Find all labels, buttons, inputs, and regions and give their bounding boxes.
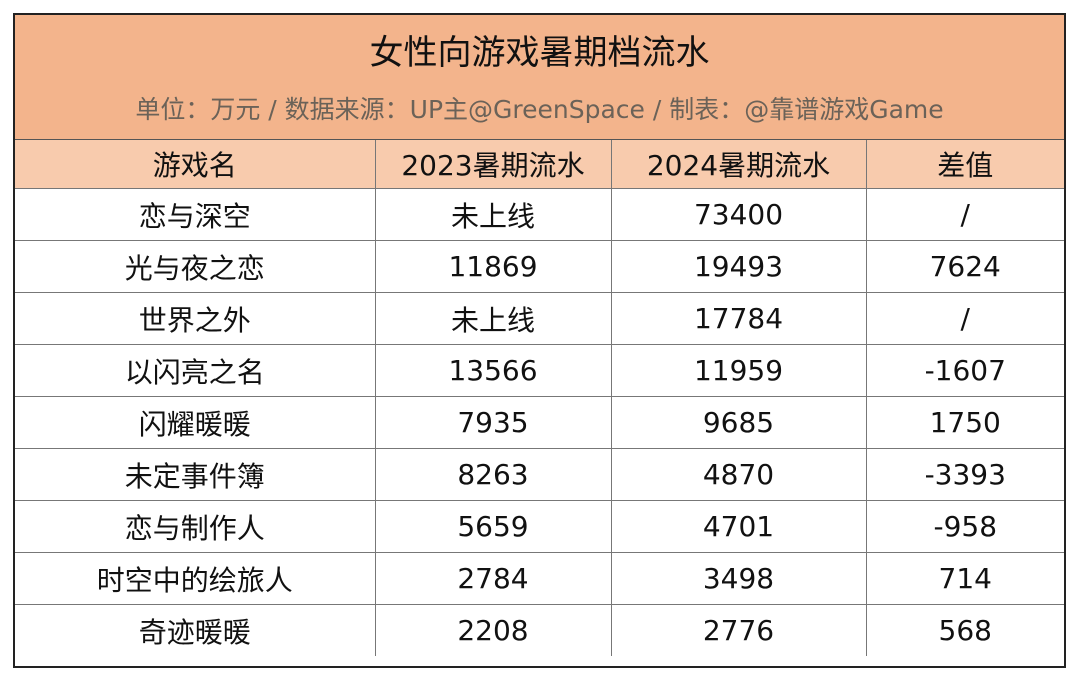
table-row: 光与夜之恋 11869 19493 7624 [15,240,1064,293]
cell-game-name: 以闪亮之名 [15,344,376,397]
cell-2023-revenue: 13566 [374,344,612,397]
table-row: 恋与制作人 5659 4701 -958 [15,500,1064,553]
column-header-2024-revenue: 2024暑期流水 [610,140,867,189]
cell-game-name: 恋与深空 [15,188,376,241]
revenue-table: 游戏名 2023暑期流水 2024暑期流水 差值 恋与深空 未上线 73400/光与… [15,140,1064,656]
table-row: 恋与深空 未上线 73400/ [15,188,1064,241]
column-header-game-name: 游戏名 [15,140,376,189]
cell-game-name: 恋与制作人 [15,500,376,553]
table-row: 以闪亮之名 13566 11959 -1607 [15,344,1064,397]
table-row: 闪耀暖暖 7935 9685 1750 [15,396,1064,449]
cell-2023-revenue: 2784 [374,552,612,605]
cell-game-name: 时空中的绘旅人 [15,552,376,605]
cell-game-name: 未定事件簿 [15,448,376,501]
cell-game-name: 光与夜之恋 [15,240,376,293]
cell-difference: 568 [865,604,1064,656]
column-header-difference: 差值 [865,140,1064,189]
cell-2023-revenue: 7935 [374,396,612,449]
table-row: 奇迹暖暖 2208 2776 568 [15,604,1064,656]
cell-2024-revenue: 4870 [610,448,867,501]
cell-difference: -958 [865,500,1064,553]
cell-2023-revenue: 未上线 [374,188,612,241]
cell-difference: -3393 [865,448,1064,501]
cell-2023-revenue: 未上线 [374,292,612,345]
cell-2023-revenue: 5659 [374,500,612,553]
cell-difference: / [865,292,1064,345]
cell-difference: 714 [865,552,1064,605]
cell-difference: / [865,188,1064,241]
cell-game-name: 奇迹暖暖 [15,604,376,656]
cell-2024-revenue: 4701 [610,500,867,553]
table-container: 女性向游戏暑期档流水 单位：万元 / 数据来源：UP主@GreenSpace /… [13,13,1066,668]
cell-2024-revenue: 17784 [610,292,867,345]
cell-2023-revenue: 11869 [374,240,612,293]
cell-difference: 7624 [865,240,1064,293]
table-body: 恋与深空 未上线 73400/光与夜之恋 11869 19493 7624 世界之外 未上线 1… [15,188,1064,656]
cell-2023-revenue: 2208 [374,604,612,656]
cell-game-name: 闪耀暖暖 [15,396,376,449]
cell-2024-revenue: 2776 [610,604,867,656]
cell-2024-revenue: 11959 [610,344,867,397]
table-subtitle: 单位：万元 / 数据来源：UP主@GreenSpace / 制表：@靠谱游戏Ga… [135,95,944,124]
cell-2023-revenue: 8263 [374,448,612,501]
header-row: 游戏名 2023暑期流水 2024暑期流水 差值 [15,140,1064,189]
cell-2024-revenue: 3498 [610,552,867,605]
cell-2024-revenue: 73400 [610,188,867,241]
column-header-2023-revenue: 2023暑期流水 [374,140,612,189]
table-row: 未定事件簿 8263 4870 -3393 [15,448,1064,501]
cell-2024-revenue: 19493 [610,240,867,293]
table-row: 世界之外 未上线 17784/ [15,292,1064,345]
title-banner: 女性向游戏暑期档流水 单位：万元 / 数据来源：UP主@GreenSpace /… [15,15,1064,140]
cell-game-name: 世界之外 [15,292,376,345]
cell-2024-revenue: 9685 [610,396,867,449]
cell-difference: -1607 [865,344,1064,397]
table-row: 时空中的绘旅人 2784 3498 714 [15,552,1064,605]
table-title: 女性向游戏暑期档流水 [369,33,710,73]
cell-difference: 1750 [865,396,1064,449]
